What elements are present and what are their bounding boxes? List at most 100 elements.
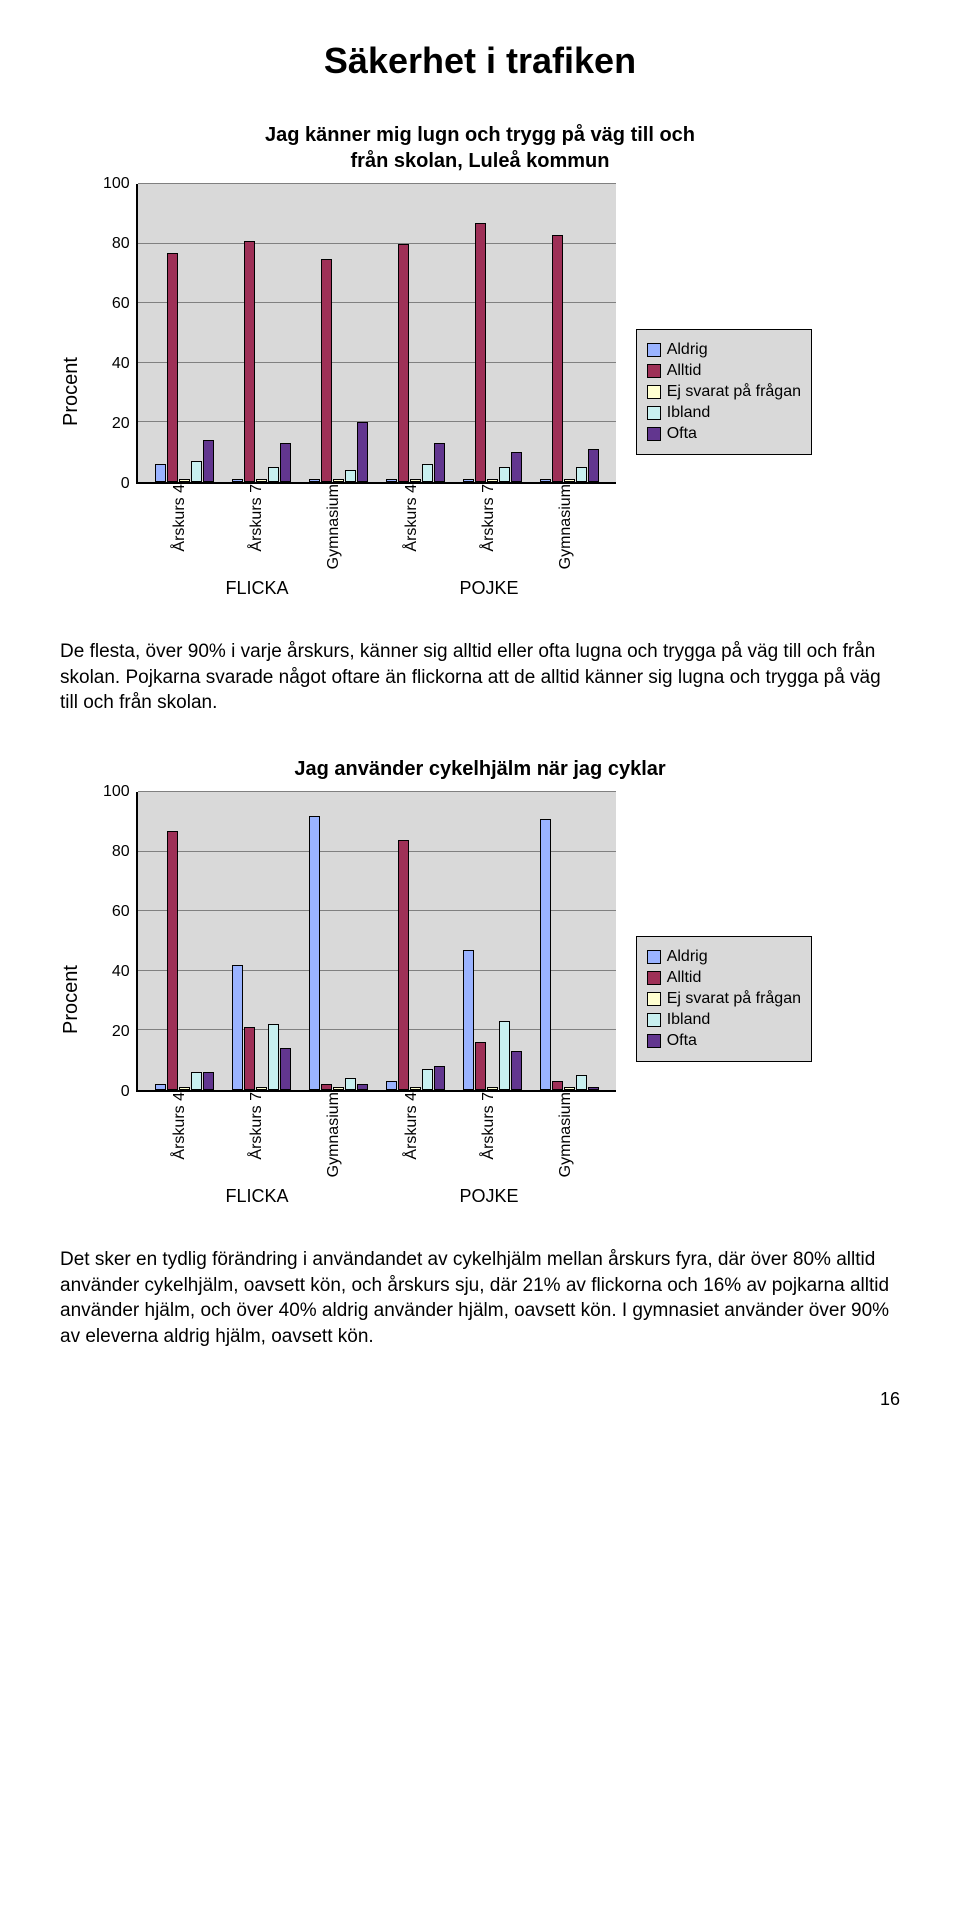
xlabel: Gymnasium bbox=[296, 1092, 373, 1182]
chart2-xaxis: Årskurs 4Årskurs 7GymnasiumÅrskurs 4Årsk… bbox=[133, 1092, 613, 1182]
legend-label: Ofta bbox=[667, 425, 697, 443]
xlabel: Årskurs 4 bbox=[141, 1092, 218, 1182]
bar-ibland bbox=[191, 1072, 202, 1090]
bar-group bbox=[223, 184, 300, 482]
chart2-yaxis: 100806040200 bbox=[103, 792, 136, 1092]
bar-alltid bbox=[398, 840, 409, 1090]
chart1-title: Jag känner mig lugn och trygg på väg til… bbox=[60, 122, 900, 174]
bar-ej bbox=[410, 1087, 421, 1090]
bar-aldrig bbox=[540, 819, 551, 1090]
legend-swatch bbox=[647, 1034, 661, 1048]
legend-item-ibland: Ibland bbox=[647, 1011, 801, 1029]
bar-aldrig bbox=[540, 479, 551, 482]
bar-ibland bbox=[576, 467, 587, 482]
legend-item-ofta: Ofta bbox=[647, 425, 801, 443]
bar-alltid bbox=[398, 244, 409, 482]
legend-swatch bbox=[647, 427, 661, 441]
bar-aldrig bbox=[155, 1084, 166, 1090]
legend-swatch bbox=[647, 950, 661, 964]
bar-ej bbox=[256, 479, 267, 482]
bar-ej bbox=[179, 479, 190, 482]
bar-aldrig bbox=[463, 950, 474, 1090]
bar-group bbox=[454, 184, 531, 482]
bar-ibland bbox=[422, 1069, 433, 1090]
bar-ibland bbox=[268, 467, 279, 482]
legend-swatch bbox=[647, 406, 661, 420]
xlabel: Årskurs 7 bbox=[450, 1092, 527, 1182]
bar-group bbox=[146, 184, 223, 482]
bar-ej bbox=[333, 479, 344, 482]
bar-alltid bbox=[321, 259, 332, 483]
bar-alltid bbox=[321, 1084, 332, 1090]
paragraph-2: Det sker en tydlig förändring i användan… bbox=[60, 1247, 900, 1350]
chart1-yaxis: 100806040200 bbox=[103, 184, 136, 484]
bar-ofta bbox=[588, 449, 599, 482]
bar-ofta bbox=[357, 1084, 368, 1090]
chart2-title: Jag använder cykelhjälm när jag cyklar bbox=[60, 756, 900, 782]
bar-aldrig bbox=[232, 479, 243, 482]
chart2-ylabel: Procent bbox=[60, 965, 83, 1034]
bar-aldrig bbox=[155, 464, 166, 482]
chart1-ylabel: Procent bbox=[60, 357, 83, 426]
chart2-groups: FLICKAPOJKE bbox=[133, 1186, 613, 1207]
bar-ej bbox=[410, 479, 421, 482]
legend-item-ej: Ej svarat på frågan bbox=[647, 990, 801, 1008]
bar-ibland bbox=[422, 464, 433, 482]
bar-ej bbox=[564, 479, 575, 482]
page-number: 16 bbox=[60, 1389, 900, 1410]
bar-alltid bbox=[475, 223, 486, 482]
bar-ej bbox=[333, 1087, 344, 1090]
legend-item-aldrig: Aldrig bbox=[647, 341, 801, 359]
bar-group bbox=[300, 792, 377, 1090]
bar-aldrig bbox=[463, 479, 474, 482]
xlabel: Årskurs 4 bbox=[373, 1092, 450, 1182]
paragraph-1: De flesta, över 90% i varje årskurs, kän… bbox=[60, 639, 900, 716]
bar-ofta bbox=[588, 1087, 599, 1090]
chart2-legend: AldrigAlltidEj svarat på fråganIblandOft… bbox=[636, 936, 812, 1062]
xlabel: Gymnasium bbox=[528, 484, 605, 574]
chart2-plot-area bbox=[136, 792, 616, 1092]
bar-ej bbox=[487, 479, 498, 482]
xlabel: Gymnasium bbox=[296, 484, 373, 574]
bar-aldrig bbox=[309, 479, 320, 482]
bar-group bbox=[377, 792, 454, 1090]
bar-ofta bbox=[434, 1066, 445, 1090]
bar-ej bbox=[564, 1087, 575, 1090]
xlabel: Årskurs 7 bbox=[218, 484, 295, 574]
page-title: Säkerhet i trafiken bbox=[60, 40, 900, 82]
legend-label: Alltid bbox=[667, 362, 702, 380]
bar-aldrig bbox=[386, 479, 397, 482]
bar-alltid bbox=[167, 831, 178, 1090]
bar-group bbox=[454, 792, 531, 1090]
bar-ibland bbox=[576, 1075, 587, 1090]
legend-swatch bbox=[647, 992, 661, 1006]
bar-aldrig bbox=[309, 816, 320, 1090]
legend-swatch bbox=[647, 971, 661, 985]
bar-aldrig bbox=[232, 965, 243, 1090]
legend-swatch bbox=[647, 364, 661, 378]
bar-ofta bbox=[357, 422, 368, 482]
group-label: POJKE bbox=[373, 1186, 605, 1207]
legend-label: Ej svarat på frågan bbox=[667, 383, 801, 401]
xlabel: Årskurs 7 bbox=[450, 484, 527, 574]
bar-group bbox=[223, 792, 300, 1090]
bar-ibland bbox=[499, 1021, 510, 1090]
bar-ibland bbox=[499, 467, 510, 482]
legend-swatch bbox=[647, 343, 661, 357]
chart-safety-traffic: Jag känner mig lugn och trygg på väg til… bbox=[60, 122, 900, 599]
legend-item-aldrig: Aldrig bbox=[647, 948, 801, 966]
legend-item-alltid: Alltid bbox=[647, 362, 801, 380]
legend-label: Ibland bbox=[667, 404, 711, 422]
bar-alltid bbox=[552, 1081, 563, 1090]
chart1-plot-area bbox=[136, 184, 616, 484]
bar-alltid bbox=[475, 1042, 486, 1090]
page: Säkerhet i trafiken Jag känner mig lugn … bbox=[0, 0, 960, 1450]
bar-group bbox=[531, 792, 608, 1090]
bar-ej bbox=[487, 1087, 498, 1090]
bar-group bbox=[377, 184, 454, 482]
bar-ej bbox=[256, 1087, 267, 1090]
bar-aldrig bbox=[386, 1081, 397, 1090]
legend-item-ej: Ej svarat på frågan bbox=[647, 383, 801, 401]
bar-alltid bbox=[244, 241, 255, 482]
bar-ibland bbox=[191, 461, 202, 482]
